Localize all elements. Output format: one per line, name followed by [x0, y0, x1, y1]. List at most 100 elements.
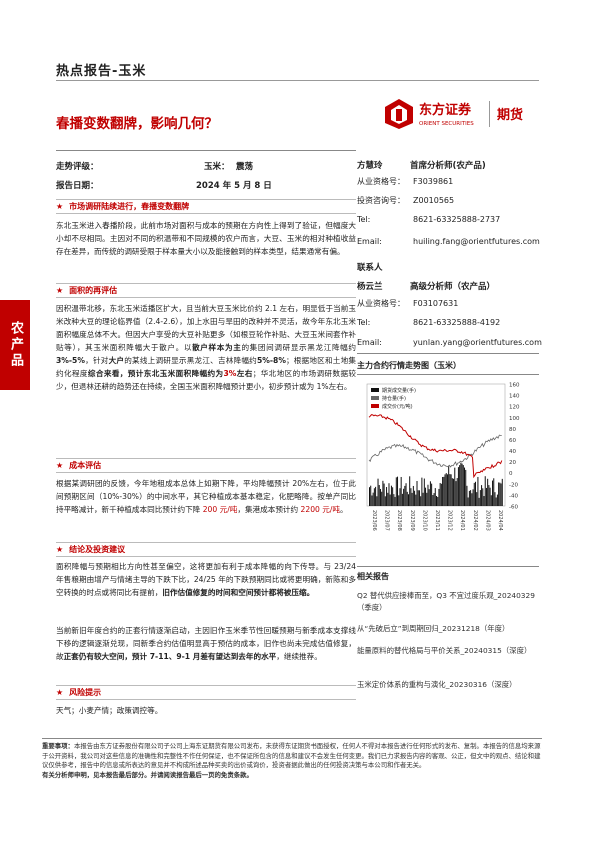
volume-bar [482, 488, 484, 506]
volume-bar [398, 495, 400, 506]
volume-bar [467, 497, 469, 506]
volume-bar [438, 488, 440, 506]
report-date: 2024 年 5 月 8 日 [196, 181, 272, 191]
y-tick-label: 140 [509, 394, 520, 400]
volume-bar [388, 483, 390, 506]
section-heading: ★ 风险提示 [56, 685, 356, 700]
volume-bar [397, 476, 399, 506]
chart-svg: 160 140 120 100 80 60 40 20 0 -20 -40 -60 2023/06 202… [366, 383, 520, 531]
volume-bar [415, 494, 417, 506]
volume-bar [485, 487, 487, 506]
volume-bar [440, 483, 442, 506]
volume-bar [375, 486, 377, 506]
volume-bar [479, 490, 481, 506]
related-report-link[interactable]: 能量原料的替代格局与平价关系_20240315（深度） [357, 646, 532, 655]
volume-bar [399, 488, 401, 506]
volume-bar [439, 483, 441, 506]
volume-bar [473, 482, 475, 506]
related-report-link[interactable]: Q2 替代供应接棒而至，Q3 不宜过度乐观_20240329（季度） [357, 591, 535, 612]
sector-label: 农产品 [0, 300, 30, 390]
related-report-link[interactable]: 玉米定价体系的重构与演化_20230316（深度） [357, 680, 517, 689]
volume-bar [461, 463, 463, 506]
volume-bar [460, 462, 462, 506]
volume-bar [454, 467, 456, 506]
volume-bar [416, 480, 418, 506]
legend-swatch [371, 388, 379, 392]
x-tick-label: 2023/08 [396, 510, 402, 531]
analyst-title: 高级分析师（农产品） [410, 282, 496, 292]
volume-bar [445, 473, 447, 506]
volume-bar [490, 495, 492, 506]
analyst-title: 首席分析师(农产品) [410, 161, 486, 171]
volume-bar [400, 476, 402, 506]
related-title: 相关报告 [357, 572, 389, 581]
volume-bar [381, 491, 383, 506]
email-link[interactable]: huiling.fang@orientfutures.com [413, 237, 540, 246]
volume-bar [406, 491, 408, 506]
volume-bar [483, 496, 485, 506]
y-tick-label: 160 [509, 383, 520, 389]
sidebar: 农产品 [0, 0, 30, 842]
volume-bar [422, 492, 424, 506]
legend-swatch [371, 404, 379, 408]
svg-text:期货: 期货 [497, 107, 523, 123]
paragraph: 根据某调研团的反馈，今年地租成本总体上如期下降，平均降幅预计 20%左右，位于此… [56, 479, 356, 514]
svg-text:东方证券: 东方证券 [419, 102, 472, 118]
volume-bar [471, 493, 473, 506]
disclaimer-line [42, 738, 542, 739]
disclaimer: 重要事项：本报告由东方证券股份有限公司子公司上海东证期货有限公司发布，未获得东证… [42, 742, 541, 769]
y-tick-label: 60 [509, 438, 516, 444]
trend-value: 震荡 [236, 162, 254, 172]
y-tick-label: 40 [509, 449, 516, 455]
volume-bar [376, 496, 378, 506]
volume-bar [377, 478, 379, 506]
company-logo: 东方证券 ORIENT SECURITIES 期货 [383, 97, 533, 131]
volume-bar [392, 487, 394, 506]
volume-bar [427, 484, 429, 506]
volume-bar [500, 483, 502, 506]
logo-icon: 东方证券 ORIENT SECURITIES 期货 [385, 99, 523, 129]
volume-bar [476, 492, 478, 506]
volume-bar [370, 485, 372, 506]
page-title: 春播变数翻牌，影响几何？ [56, 116, 218, 132]
field-value: 8621-63325888-4192 [413, 318, 501, 327]
paragraph: 东北玉米进入春播阶段，此前市场对面积与成本的预期在方向性上得到了验证，但幅度大小… [56, 221, 356, 256]
volume-bar [474, 481, 476, 506]
x-tick-label: 2023/10 [421, 510, 427, 531]
volume-bar [498, 482, 500, 506]
volume-bar [425, 487, 427, 506]
volume-bar [449, 474, 451, 506]
volume-bar [495, 497, 497, 506]
volume-bar [499, 482, 501, 506]
volume-bar [429, 481, 431, 506]
volume-bar [496, 494, 498, 506]
volume-bar [403, 488, 405, 506]
x-tick-label: 2024/02 [472, 510, 478, 531]
volume-bar [453, 478, 455, 506]
volume-bar [444, 474, 446, 506]
volume-bar [379, 488, 381, 506]
volume-bar [384, 496, 386, 506]
volume-bar [383, 483, 385, 506]
volume-bar [423, 478, 425, 506]
related-report-link[interactable]: 从“先破后立”到周期回归_20231218（年度） [357, 624, 510, 633]
x-tick-label: 2023/11 [434, 510, 440, 531]
volume-bar [459, 465, 461, 506]
volume-bar [418, 490, 420, 506]
x-tick-label: 2023/09 [409, 510, 415, 531]
section-heading: ★ 成本评估 [56, 458, 356, 473]
volume-bar [378, 485, 380, 506]
svg-text:ORIENT SECURITIES: ORIENT SECURITIES [419, 121, 474, 127]
volume-bar [371, 495, 373, 506]
volume-bar [372, 492, 374, 506]
volume-bar [455, 481, 457, 506]
volume-bar [405, 483, 407, 506]
x-tick-label: 2024/04 [497, 510, 503, 531]
volume-bar [465, 469, 467, 506]
report-type: 热点报告-玉米 [56, 64, 147, 79]
email-link[interactable]: yunlan.yang@orientfutures.com [413, 338, 542, 347]
section-heading: ★ 市场调研陆续进行，春播变数翻牌 [56, 199, 356, 214]
field-label: Email: [357, 237, 382, 246]
field-value: F03107631 [413, 299, 459, 308]
volume-bar [466, 485, 468, 506]
